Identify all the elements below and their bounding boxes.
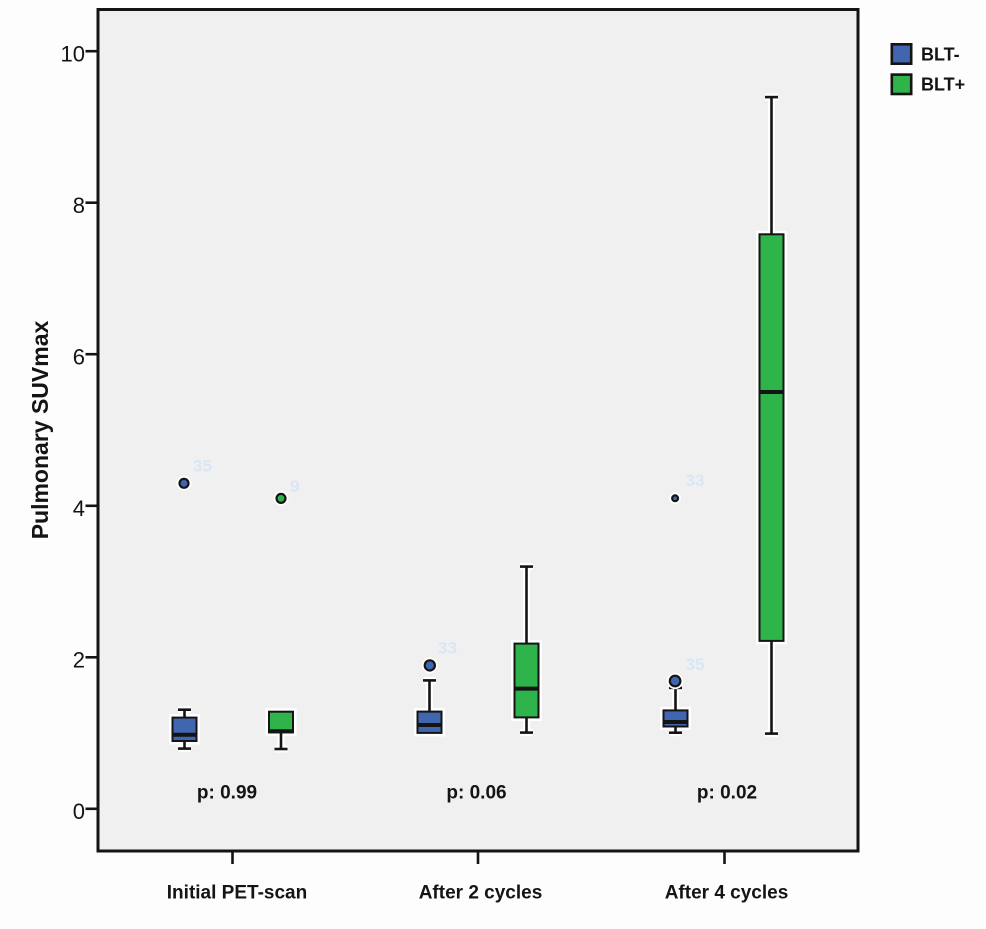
svg-text:BLT-: BLT- [921,44,960,64]
svg-text:BLT+: BLT+ [921,75,965,95]
svg-text:4: 4 [73,496,85,521]
svg-text:After 4 cycles: After 4 cycles [665,883,789,904]
svg-text:2: 2 [73,648,85,673]
svg-text:p: 0.02: p: 0.02 [697,783,757,804]
svg-text:35: 35 [193,457,212,476]
svg-text:8: 8 [73,193,85,218]
svg-text:p: 0.06: p: 0.06 [446,783,506,804]
svg-text:Initial PET-scan: Initial PET-scan [167,883,307,904]
svg-text:0: 0 [73,799,85,824]
svg-text:9: 9 [290,477,299,496]
svg-text:35: 35 [686,655,705,674]
svg-text:33: 33 [686,471,705,490]
svg-text:6: 6 [73,345,85,370]
svg-text:33: 33 [438,639,457,658]
svg-text:p: 0.99: p: 0.99 [197,783,257,804]
svg-text:After 2 cycles: After 2 cycles [419,883,543,904]
svg-text:10: 10 [61,42,85,67]
svg-text:Pulmonary SUVmax: Pulmonary SUVmax [27,321,53,540]
